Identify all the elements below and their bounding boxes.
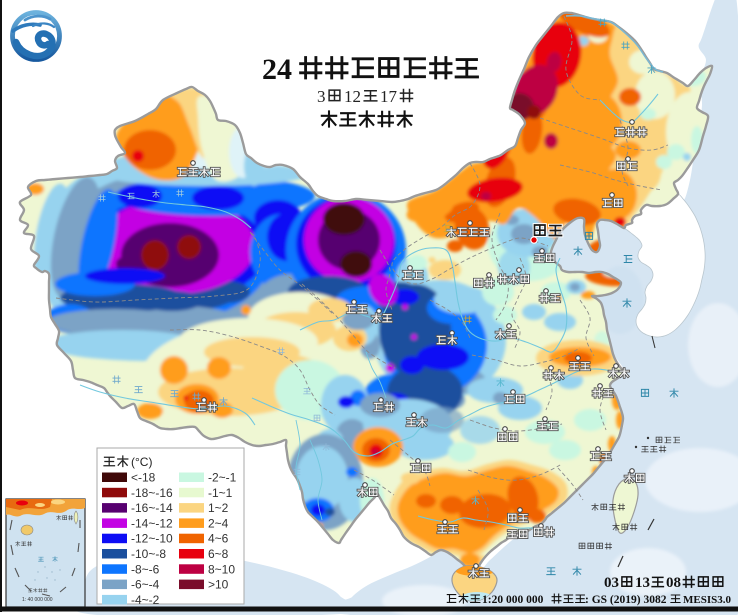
svg-text:1~2: 1~2	[208, 501, 229, 515]
svg-text:4~6: 4~6	[208, 532, 229, 546]
svg-text:<-18: <-18	[131, 471, 156, 485]
svg-text:: GS (2019) 3082: : GS (2019) 3082	[585, 594, 667, 606]
svg-text:(°C): (°C)	[131, 455, 152, 469]
svg-text:6~8: 6~8	[208, 547, 229, 561]
svg-text:-2~-1: -2~-1	[208, 471, 237, 485]
svg-text:24: 24	[262, 53, 292, 86]
svg-text:-18~-16: -18~-16	[131, 486, 173, 500]
svg-text:-4~-2: -4~-2	[131, 593, 160, 607]
svg-text:08: 08	[666, 575, 681, 591]
svg-text:-1~1: -1~1	[208, 486, 233, 500]
svg-text:MESIS3.0: MESIS3.0	[683, 594, 731, 606]
svg-text:1: 40 000 000: 1: 40 000 000	[22, 597, 53, 603]
svg-text:2~4: 2~4	[208, 516, 229, 530]
svg-text:1:20 000 000: 1:20 000 000	[482, 594, 544, 606]
svg-text:03: 03	[604, 575, 619, 591]
svg-text:-10~-8: -10~-8	[131, 547, 166, 561]
svg-text:>10: >10	[208, 578, 229, 592]
svg-text:-12~-10: -12~-10	[131, 532, 173, 546]
svg-text:13: 13	[635, 575, 650, 591]
svg-text:-6~-4: -6~-4	[131, 578, 160, 592]
svg-text:-16~-14: -16~-14	[131, 501, 173, 515]
svg-text:17: 17	[380, 87, 398, 106]
svg-text:12: 12	[344, 87, 361, 106]
svg-text:3: 3	[317, 87, 326, 106]
svg-text:8~10: 8~10	[208, 562, 235, 576]
svg-text:-14~-12: -14~-12	[131, 516, 173, 530]
svg-text:-8~-6: -8~-6	[131, 562, 160, 576]
